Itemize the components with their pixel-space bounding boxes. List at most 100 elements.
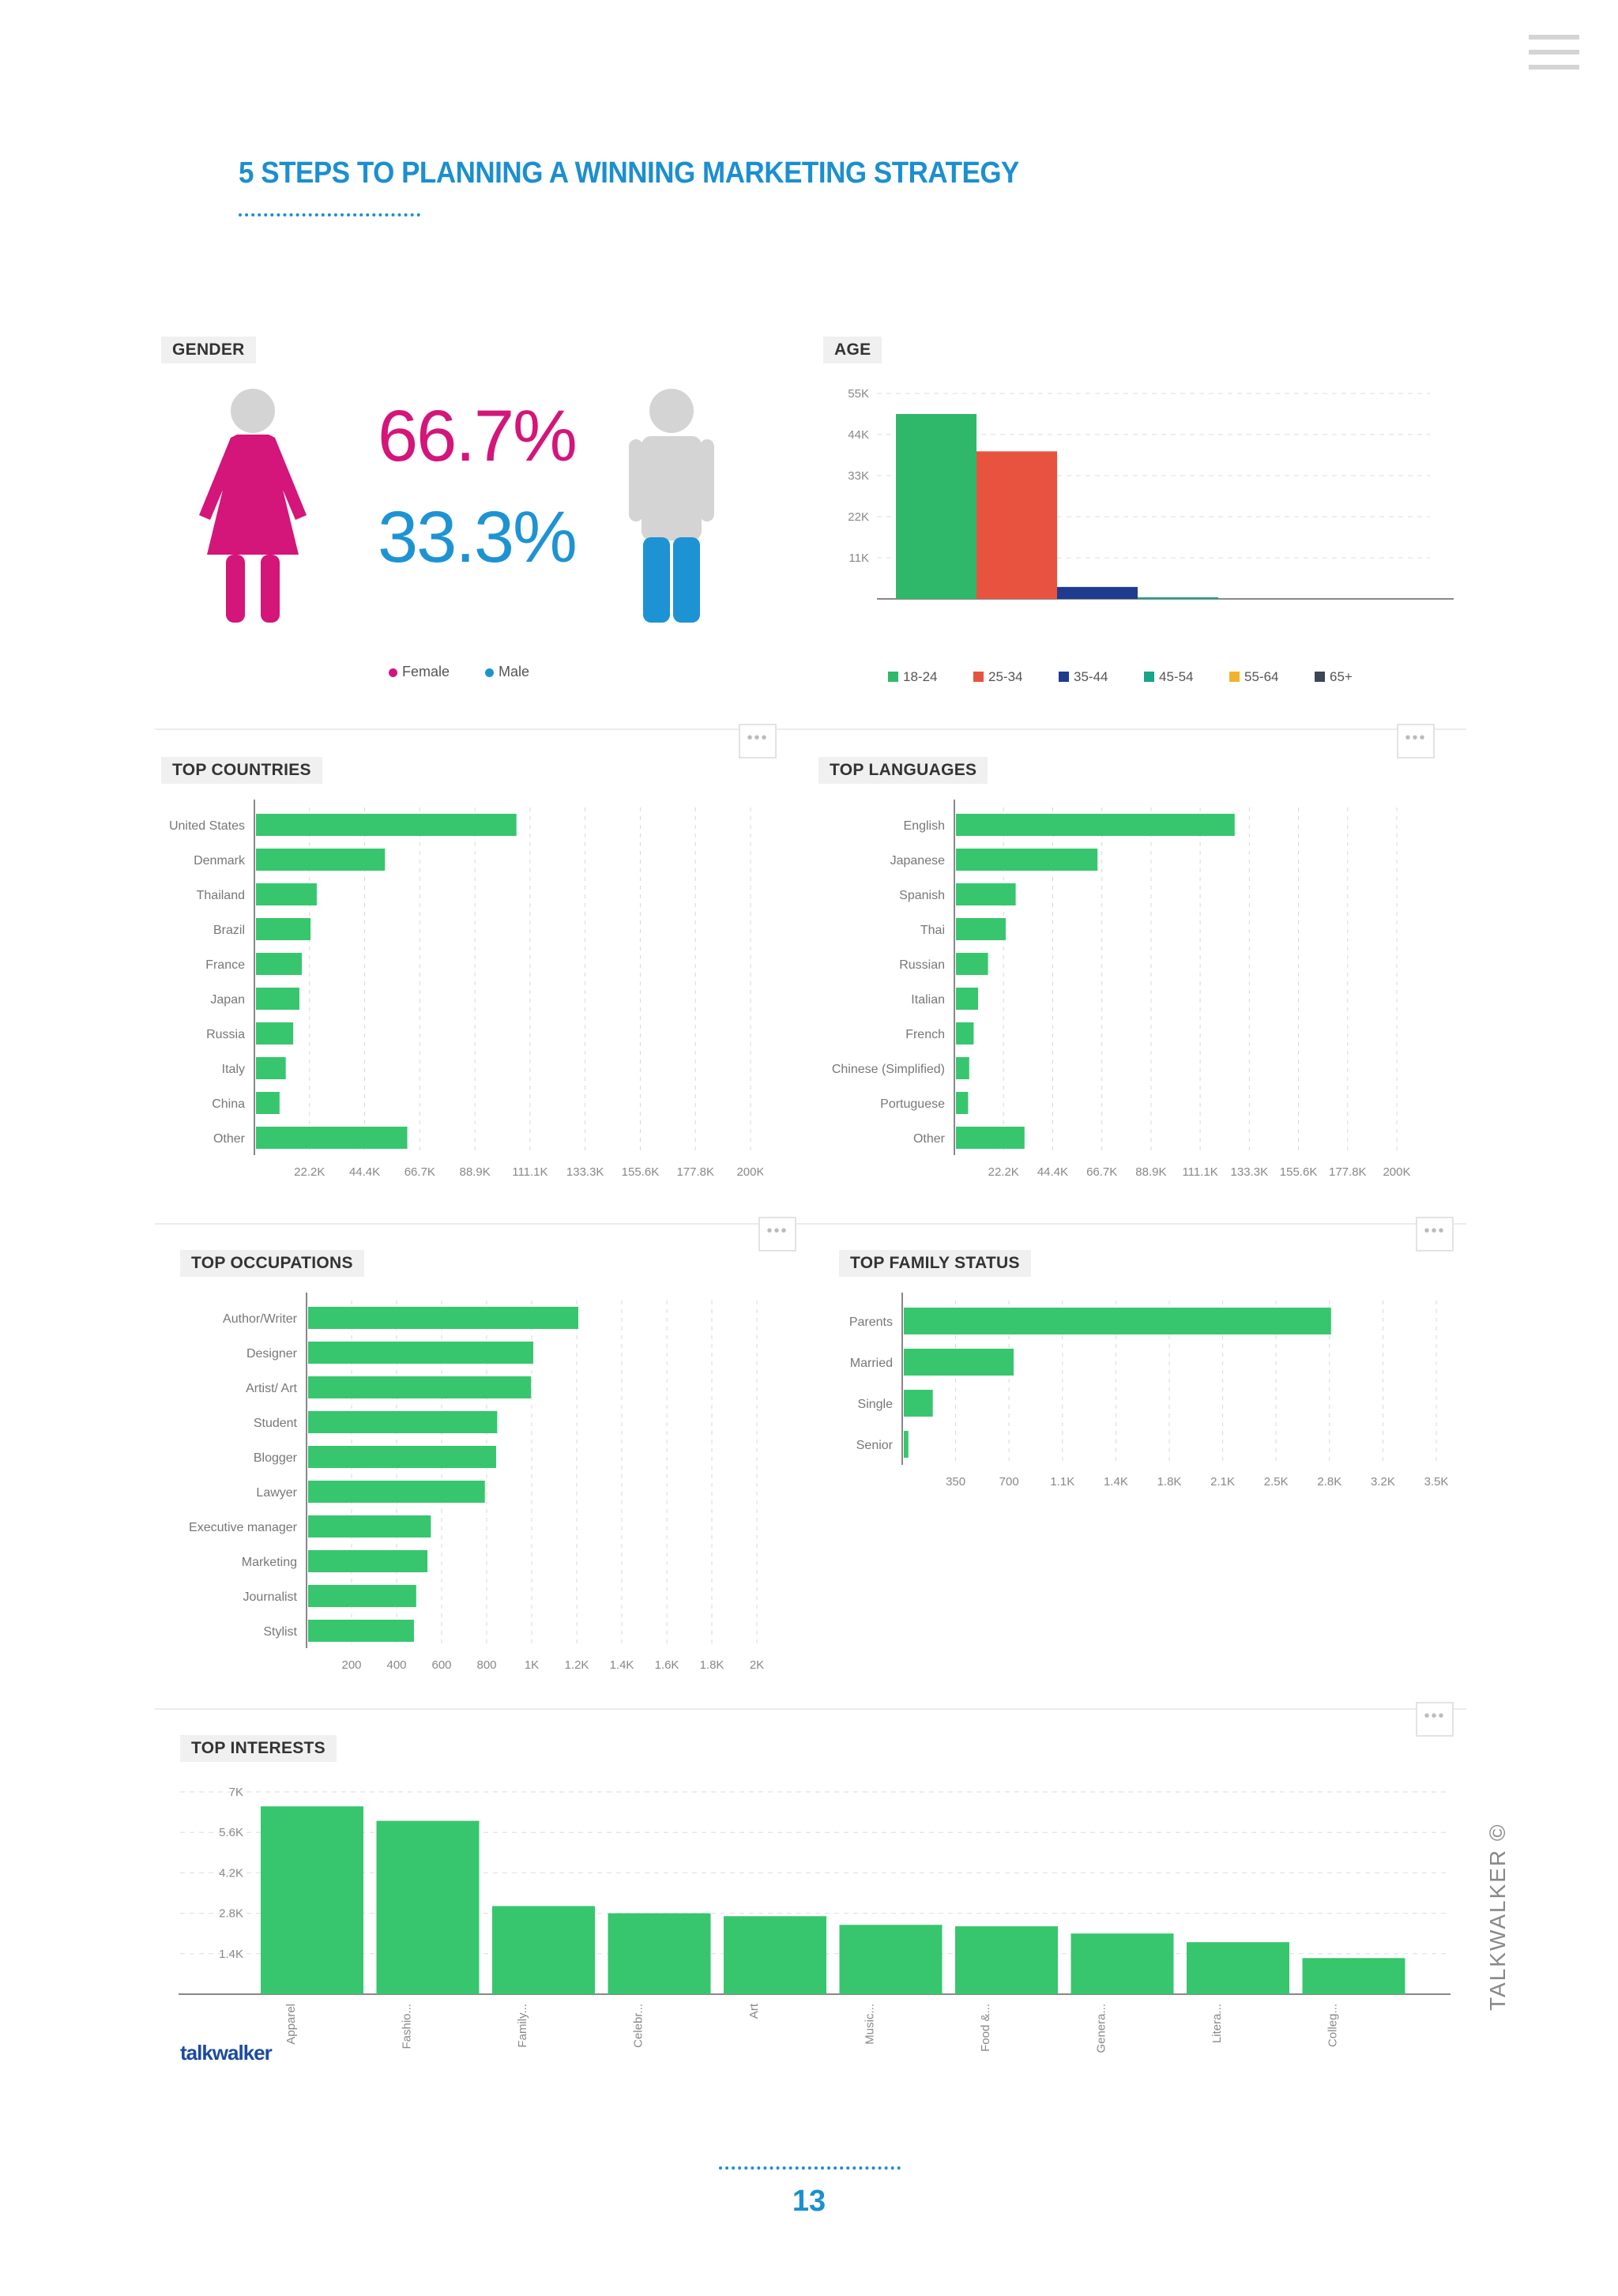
bar (956, 1022, 974, 1044)
x-tick-label: 350 (946, 1475, 965, 1485)
x-tick-label: 66.7K (404, 1165, 435, 1179)
bar (256, 918, 311, 940)
family-more-button[interactable]: ••• (1416, 1217, 1454, 1252)
menu-icon[interactable] (1529, 35, 1579, 79)
x-tick-label: 400 (386, 1658, 406, 1672)
bar (955, 1926, 1058, 1994)
bar (956, 883, 1016, 905)
category-label: Italian (911, 993, 945, 1007)
legend-swatch (973, 672, 984, 682)
bar (261, 1806, 363, 1994)
bar (976, 451, 1057, 599)
bar (256, 814, 517, 836)
x-tick-label: 111.1K (512, 1165, 547, 1179)
x-tick-label: 3.5K (1424, 1475, 1449, 1485)
bar (256, 988, 299, 1010)
category-label: Journalist (243, 1590, 298, 1604)
interests-panel-label: TOP INTERESTS (180, 1735, 337, 1762)
x-tick-label: 66.7K (1086, 1165, 1117, 1179)
category-label: Senior (856, 1439, 894, 1452)
x-tick-label: 600 (431, 1658, 451, 1672)
bar (724, 1916, 826, 1994)
bar (956, 1092, 969, 1114)
category-label: Married (850, 1357, 893, 1370)
x-tick-label: 700 (999, 1475, 1019, 1485)
y-tick-label: 7K (229, 1786, 243, 1799)
gender-panel-label: GENDER (161, 337, 256, 363)
section-divider (155, 728, 1466, 730)
bar (896, 414, 976, 599)
countries-chart: 22.2K 44.4K 66.7K 88.9K 111.1K 133.3K 155.6K 17… (169, 800, 763, 1179)
section-divider (155, 1223, 1466, 1225)
bar (1057, 586, 1138, 599)
x-tick-label: 44.4K (349, 1165, 380, 1179)
x-tick-label: 44.4K (1037, 1165, 1068, 1179)
category-label: Portuguese (880, 1097, 945, 1111)
category-label: Litera... (1210, 2004, 1224, 2043)
y-tick-label: 1.4K (219, 1948, 243, 1961)
bar (1138, 597, 1218, 599)
category-label: Other (213, 1132, 246, 1146)
x-tick-label: 1.4K (610, 1658, 634, 1672)
countries-more-button[interactable]: ••• (739, 724, 777, 758)
category-label: Stylist (263, 1625, 297, 1639)
bar (256, 1127, 408, 1149)
bar (904, 1349, 1014, 1376)
bar (1187, 1942, 1289, 1994)
category-label: Japanese (890, 854, 945, 868)
category-label: Fashio... (401, 2004, 414, 2049)
bar (839, 1925, 943, 1994)
legend-label: 45-54 (1159, 669, 1193, 684)
x-tick-label: 88.9K (1135, 1165, 1166, 1179)
bar (956, 1057, 969, 1079)
category-label: Russian (899, 958, 945, 972)
occupations-panel-label: TOP OCCUPATIONS (180, 1250, 364, 1277)
x-tick-label: 2.1K (1210, 1475, 1235, 1485)
bar (256, 849, 386, 871)
family-panel-label: TOP FAMILY STATUS (839, 1250, 1031, 1277)
page-title: 5 STEPS TO PLANNING A WINNING MARKETING … (239, 156, 1019, 190)
x-tick-label: 3.2K (1371, 1475, 1395, 1485)
category-label: Japan (210, 993, 245, 1007)
interests-more-button[interactable]: ••• (1416, 1702, 1454, 1737)
x-tick-label: 177.8K (676, 1165, 714, 1179)
bar (308, 1411, 498, 1433)
bar (956, 814, 1235, 836)
occupations-more-button[interactable]: ••• (758, 1217, 796, 1252)
category-label: Executive manager (189, 1521, 298, 1534)
bar (904, 1431, 909, 1458)
x-tick-label: 200K (736, 1165, 763, 1179)
legend-swatch (1059, 672, 1069, 682)
x-tick-label: 133.3K (566, 1165, 604, 1179)
category-label: Celebr... (632, 2004, 645, 2048)
family-chart: 350 700 1.1K 1.4K 1.8K 2.1K 2.5K 2.8K 3.2K 3.5K Pa… (849, 1293, 1449, 1485)
bar (1071, 1933, 1174, 1994)
x-tick-label: 1.8K (1157, 1475, 1182, 1485)
category-label: Food &... (979, 2004, 992, 2052)
bar (308, 1550, 428, 1572)
x-tick-label: 1K (525, 1658, 539, 1672)
section-divider (155, 1708, 1466, 1710)
female-dot-icon (389, 668, 397, 677)
bar (956, 918, 1006, 940)
bar (308, 1376, 532, 1398)
talkwalker-logo: talkwalker (180, 2041, 273, 2065)
x-tick-label: 22.2K (294, 1165, 325, 1179)
y-tick-label: 4.2K (219, 1866, 243, 1880)
x-tick-label: 1.6K (655, 1658, 679, 1672)
x-tick-label: 88.9K (460, 1165, 491, 1179)
interests-chart: 1.4K 2.8K 4.2K 5.6K 7K Apparel Fashio... Family… (179, 1786, 1451, 2053)
bar (308, 1481, 485, 1503)
age-chart: 11K 22K 33K 44K 55K 18-24 25-34 35-44 45-54 55-64… (848, 387, 1454, 684)
bar (904, 1390, 933, 1417)
countries-panel-label: TOP COUNTRIES (161, 757, 322, 784)
languages-more-button[interactable]: ••• (1397, 724, 1435, 758)
category-label: Family... (516, 2004, 529, 2048)
x-tick-label: 177.8K (1329, 1165, 1367, 1179)
bar (376, 1820, 480, 1994)
legend-label: 35-44 (1074, 669, 1108, 684)
legend-female: Female (389, 664, 450, 680)
bar (956, 953, 988, 975)
x-tick-label: 1.2K (565, 1658, 589, 1672)
category-label: Parents (849, 1315, 893, 1329)
